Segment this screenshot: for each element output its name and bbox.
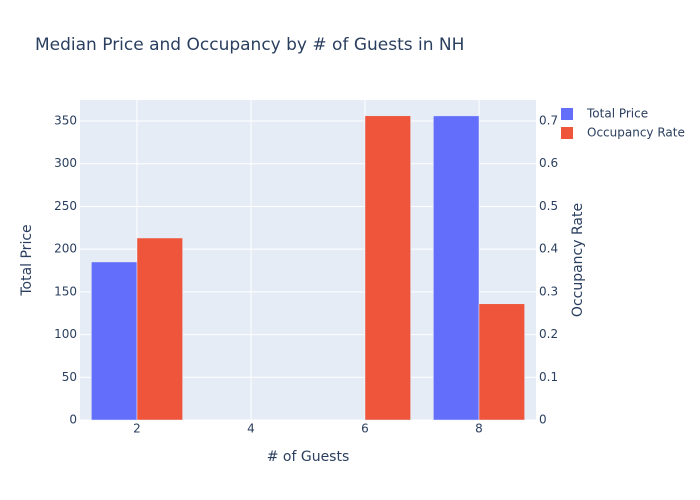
y-tick-label: 100 (54, 327, 77, 341)
x-tick-label: 4 (247, 422, 255, 436)
bar (91, 261, 138, 421)
y2-tick-label: 0.3 (539, 284, 558, 298)
y-tick-label: 300 (54, 156, 77, 170)
x-tick-label: 6 (361, 422, 369, 436)
x-tick-label: 8 (475, 422, 483, 436)
legend-label: Total Price (586, 107, 648, 121)
bar (478, 303, 525, 421)
legend-swatch (561, 127, 573, 139)
y-tick-label: 150 (54, 284, 77, 298)
y2-tick-label: 0.4 (539, 242, 558, 256)
bar (136, 237, 183, 421)
x-tick-label: 2 (133, 422, 141, 436)
legend-swatch (561, 108, 573, 120)
y2-tick-label: 0.6 (539, 156, 558, 170)
y2-axis-title: Occupancy Rate (570, 203, 586, 317)
y-tick-label: 350 (54, 114, 77, 128)
legend-label: Occupancy Rate (587, 126, 685, 140)
y2-tick-label: 0 (539, 413, 547, 427)
y2-tick-label: 0.5 (539, 199, 558, 213)
y2-tick-label: 0.2 (539, 327, 558, 341)
y-tick-label: 50 (62, 370, 77, 384)
bar (364, 115, 411, 421)
x-axis-title: # of Guests (267, 449, 350, 465)
y-axis-title: Total Price (19, 224, 35, 296)
bar (433, 115, 480, 421)
chart-title: Median Price and Occupancy by # of Guest… (35, 35, 464, 55)
y-tick-label: 0 (69, 413, 77, 427)
y2-tick-label: 0.7 (539, 113, 558, 127)
y-tick-label: 200 (54, 242, 77, 256)
y2-tick-label: 0.1 (539, 370, 558, 384)
y-tick-label: 250 (54, 199, 77, 213)
